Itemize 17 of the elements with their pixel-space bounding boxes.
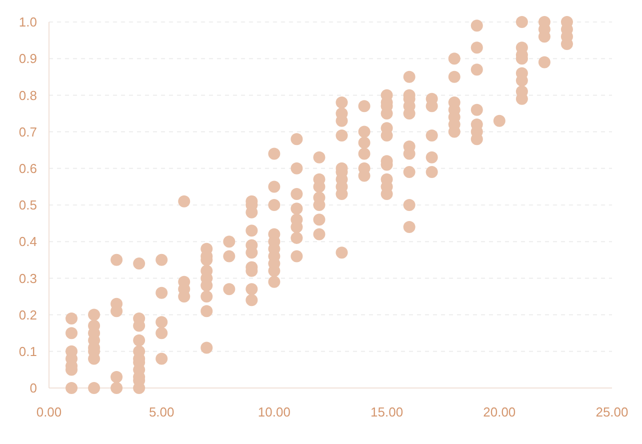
y-tick-label: 0.9 xyxy=(18,51,37,66)
y-tick-label: 0.2 xyxy=(18,307,37,322)
x-tick-label: 25.00 xyxy=(596,404,628,420)
y-tick-label: 0.5 xyxy=(18,198,37,213)
y-tick-label: 0.3 xyxy=(18,270,37,286)
x-tick-label: 10.00 xyxy=(258,404,290,420)
y-tick-label: 0.4 xyxy=(18,234,37,250)
y-tick-label: 0.7 xyxy=(18,124,37,140)
y-tick-label: 0 xyxy=(30,380,37,396)
x-tick-label: 20.00 xyxy=(483,404,516,420)
y-tick-label: 0.1 xyxy=(18,344,37,359)
x-tick-label: 0.00 xyxy=(36,404,62,420)
y-tick-label: 1.0 xyxy=(18,14,37,30)
y-tick-label: 0.6 xyxy=(18,160,37,176)
y-tick-label: 0.8 xyxy=(18,88,37,103)
x-tick-label: 5.00 xyxy=(148,404,174,420)
x-tick-label: 15.00 xyxy=(370,404,404,420)
